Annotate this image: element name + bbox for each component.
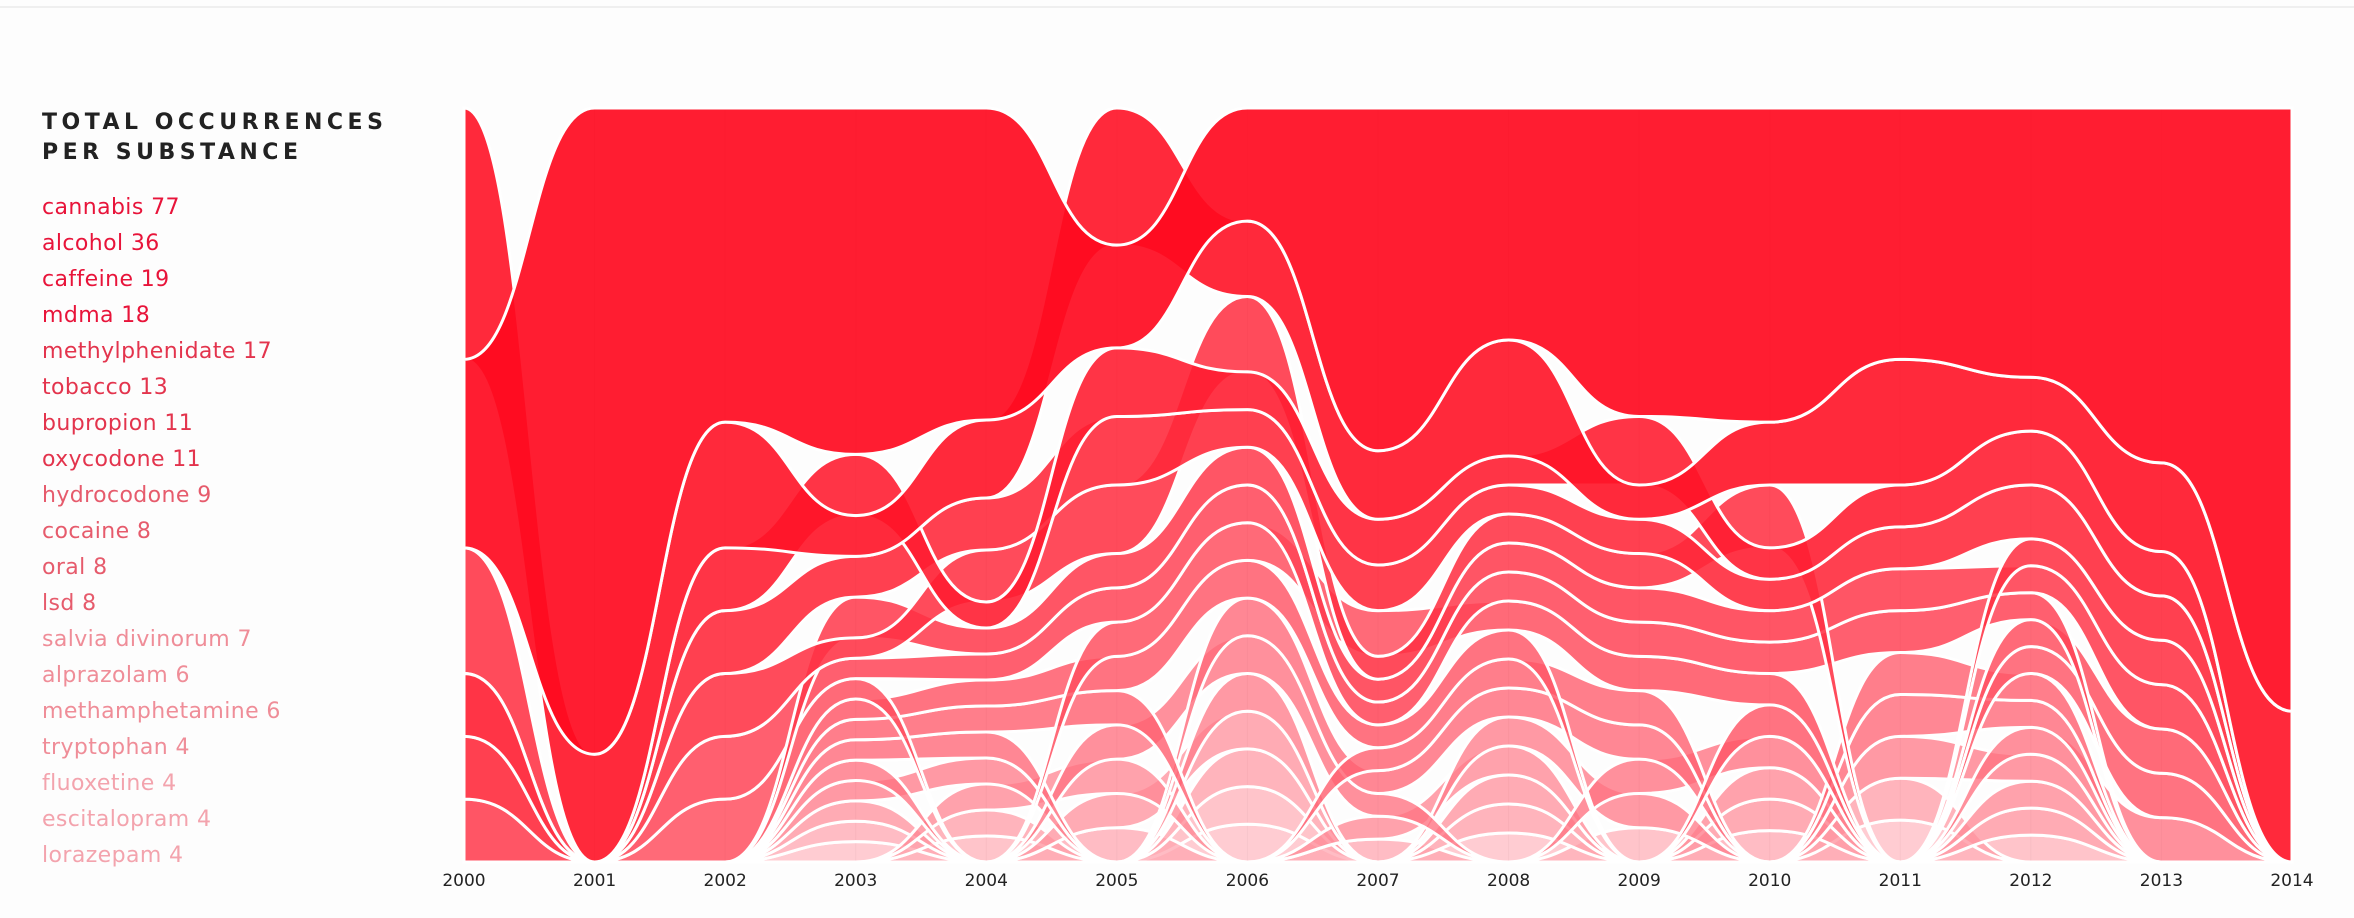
- x-tick-label: 2014: [2270, 871, 2313, 891]
- legend-item[interactable]: hydrocodone 9: [42, 483, 212, 508]
- top-divider: [0, 6, 2354, 8]
- legend-item[interactable]: salvia divinorum 7: [42, 627, 252, 652]
- legend-item[interactable]: escitalopram 4: [42, 807, 212, 832]
- legend-list: cannabis 77 alcohol 36 caffeine 19 mdma 18 m…: [42, 190, 442, 874]
- legend-item[interactable]: cocaine 8: [42, 519, 152, 544]
- legend-item[interactable]: oxycodone 11: [42, 447, 202, 472]
- x-tick-label: 2013: [2140, 871, 2183, 891]
- x-tick-label: 2001: [573, 871, 616, 891]
- x-tick-label: 2007: [1356, 871, 1399, 891]
- legend-item[interactable]: caffeine 19: [42, 267, 170, 292]
- legend-item[interactable]: lorazepam 4: [42, 843, 184, 868]
- legend-title: TOTAL OCCURRENCES PER SUBSTANCE: [42, 108, 442, 168]
- legend-title-line1: TOTAL OCCURRENCES: [42, 110, 388, 135]
- legend-item[interactable]: mdma 18: [42, 303, 151, 328]
- x-tick-label: 2011: [1879, 871, 1922, 891]
- x-tick-label: 2004: [965, 871, 1008, 891]
- legend-item[interactable]: oral 8: [42, 555, 108, 580]
- legend-item[interactable]: fluoxetine 4: [42, 771, 177, 796]
- legend-item[interactable]: alprazolam 6: [42, 663, 190, 688]
- stream-cannabis[interactable]: [462, 106, 2294, 756]
- legend-item[interactable]: cannabis 77: [42, 195, 180, 220]
- x-tick-label: 2002: [704, 871, 747, 891]
- x-tick-label: 2006: [1226, 871, 1269, 891]
- x-tick-label: 2009: [1618, 871, 1661, 891]
- x-axis: 2000 2001 2002 2003 2004 2005 2006 2007 2008 2009…: [442, 871, 2313, 891]
- legend-item[interactable]: alcohol 36: [42, 231, 160, 256]
- x-tick-label: 2005: [1095, 871, 1138, 891]
- x-tick-label: 2012: [2009, 871, 2052, 891]
- legend-title-line2: PER SUBSTANCE: [42, 140, 303, 165]
- x-tick-label: 2008: [1487, 871, 1530, 891]
- x-tick-label: 2010: [1748, 871, 1791, 891]
- legend-panel: TOTAL OCCURRENCES PER SUBSTANCE cannabis…: [42, 108, 442, 874]
- legend-item[interactable]: methylphenidate 17: [42, 339, 272, 364]
- legend-item[interactable]: tryptophan 4: [42, 735, 190, 760]
- stream-areas: [462, 106, 2294, 864]
- x-tick-label: 2003: [834, 871, 877, 891]
- legend-item[interactable]: tobacco 13: [42, 375, 169, 400]
- x-tick-label: 2000: [442, 871, 485, 891]
- legend-item[interactable]: lsd 8: [42, 591, 97, 616]
- legend-item[interactable]: bupropion 11: [42, 411, 194, 436]
- legend-item[interactable]: methamphetamine 6: [42, 699, 281, 724]
